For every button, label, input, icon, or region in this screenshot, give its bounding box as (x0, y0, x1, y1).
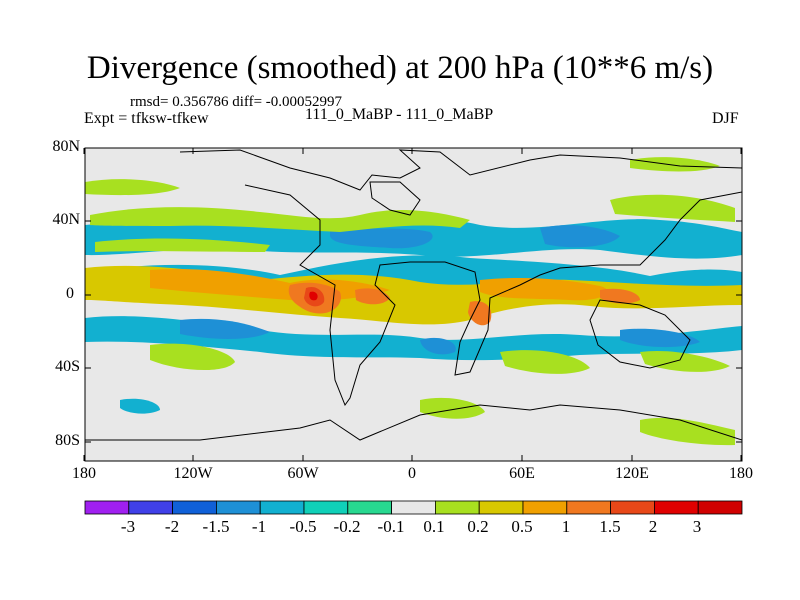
lat-tick-label: 40S (55, 358, 80, 375)
contour-region (500, 350, 590, 374)
colorbar-label: 0.2 (467, 517, 489, 536)
lon-tick-label: 180 (72, 465, 96, 482)
contour-region (540, 225, 620, 248)
coastline (589, 299, 691, 369)
colorbar-swatch (478, 500, 524, 515)
case-label: 111_0_MaBP - 111_0_MaBP (305, 106, 494, 123)
colorbar-swatch (697, 500, 743, 515)
lat-tick-label: 40N (52, 211, 80, 228)
plot-title: Divergence (smoothed) at 200 hPa (10**6 … (86, 50, 714, 86)
contour-region (120, 398, 160, 414)
colorbar-swatch (259, 500, 305, 515)
lon-tick-label: 120E (615, 465, 649, 482)
colorbar-swatch (84, 500, 130, 515)
lat-tick-label: 80S (55, 432, 80, 449)
contour-region (600, 288, 640, 304)
coastlines (85, 149, 742, 441)
contour-region (640, 350, 730, 372)
colorbar-label: 3 (692, 517, 702, 536)
contour-region (180, 318, 270, 339)
contour-region (85, 316, 742, 361)
divergence-field (85, 157, 742, 446)
contour-region (610, 194, 735, 222)
contour-region (355, 288, 390, 305)
map-frame (84, 147, 743, 462)
colorbar-label: -0.5 (289, 517, 317, 536)
contour-region (630, 157, 720, 172)
colorbar-label: 2 (648, 517, 658, 536)
colorbar-swatch (610, 500, 655, 515)
colorbar-label: -1 (251, 517, 267, 536)
colorbar-label: -0.1 (377, 517, 405, 536)
colorbar-label: 0.1 (423, 517, 445, 536)
colorbar-swatch (522, 500, 568, 515)
contour-region (620, 328, 700, 348)
lat-tick-label: 0 (66, 285, 74, 302)
stats-text: rmsd= 0.356786 diff= -0.00052997 (130, 94, 343, 110)
lon-tick-label: 60W (287, 465, 319, 482)
lat-tick-label: 80N (52, 138, 80, 155)
contour-region (95, 238, 270, 252)
colorbar-label: -3 (120, 517, 136, 536)
colorbar-swatch (172, 500, 217, 515)
colorbar-label: -2 (164, 517, 180, 536)
contour-region (150, 343, 235, 371)
contour-region (420, 397, 485, 419)
coastline (244, 184, 742, 407)
colorbar-label: 1 (561, 517, 571, 536)
experiment-label: Expt = tfksw-tfkew (84, 110, 209, 127)
contour-region (640, 417, 735, 446)
contour-region (90, 207, 470, 232)
colorbar-swatch (215, 500, 261, 515)
colorbar-label: 1.5 (599, 517, 621, 536)
colorbar-label: 0.5 (511, 517, 533, 536)
coastline (179, 149, 742, 191)
contour-region (420, 337, 456, 355)
contour-region (309, 291, 318, 301)
colorbar-swatch (391, 500, 436, 515)
colorbar-swatch (566, 500, 611, 515)
colorbar-swatch (434, 500, 480, 515)
coastline (369, 181, 421, 216)
lon-tick-label: 60E (509, 465, 535, 482)
colorbar (84, 500, 743, 515)
lon-tick-label: 180 (729, 465, 753, 482)
colorbar-swatch (347, 500, 392, 515)
colorbar-label: -1.5 (202, 517, 230, 536)
axis-ticks (83, 147, 742, 461)
season-label: DJF (712, 110, 739, 127)
colorbar-swatch (128, 500, 174, 515)
colorbar-swatch (303, 500, 349, 515)
lon-tick-label: 0 (408, 465, 416, 482)
contour-region (330, 225, 433, 249)
contour-region (85, 179, 180, 196)
contour-region (468, 301, 492, 326)
lon-tick-label: 120W (173, 465, 213, 482)
colorbar-swatch (654, 500, 699, 515)
contour-region (480, 278, 609, 301)
colorbar-label: -0.2 (333, 517, 361, 536)
coastline (85, 404, 742, 441)
